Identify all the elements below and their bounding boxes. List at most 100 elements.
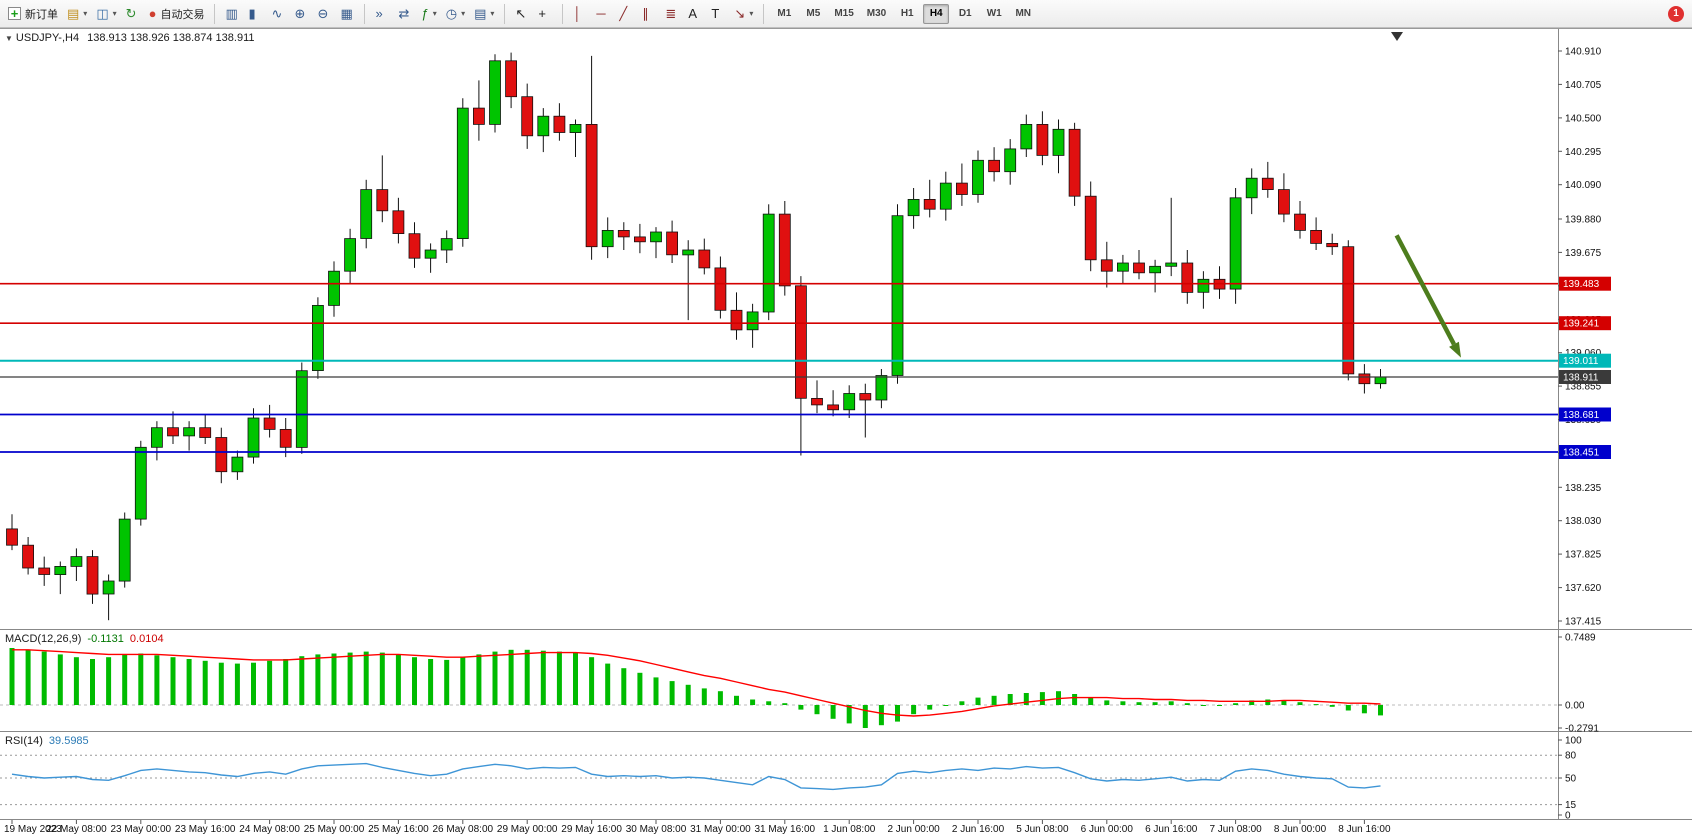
auto-scroll-button[interactable]: » — [371, 2, 393, 26]
macd-bar — [476, 654, 482, 705]
bar-chart-button[interactable]: ▥ — [221, 2, 243, 26]
timeframe-h4[interactable]: H4 — [923, 3, 950, 24]
bull-candle — [891, 215, 904, 376]
macd-bar — [1136, 702, 1142, 705]
macd-bar — [701, 688, 707, 705]
macd-bar — [862, 705, 868, 728]
macd-bar — [395, 654, 401, 705]
time-axis-label: 30 May 08:00 — [626, 824, 687, 835]
bull-candle — [134, 446, 147, 520]
timeframe-h1[interactable]: H1 — [894, 4, 920, 24]
bull-candle — [70, 556, 83, 567]
timeframe-m30[interactable]: M30 — [862, 4, 891, 24]
indicators-button[interactable]: ƒ ▾ — [417, 2, 440, 26]
price-badge-label: 139.011 — [1563, 356, 1599, 367]
crosshair-button[interactable]: + — [534, 2, 556, 26]
horizontal-line-button[interactable]: ─ — [592, 2, 614, 26]
trend-arrow-head[interactable] — [1449, 341, 1461, 358]
macd-bar — [1313, 704, 1319, 706]
macd-bar — [589, 657, 595, 705]
autotrading-button[interactable]: ● 自动交易 — [145, 2, 209, 26]
macd-bar — [734, 695, 739, 705]
channel-button[interactable]: ∥ — [638, 2, 660, 26]
price-badge-138.911 — [1559, 370, 1611, 384]
bear-candle — [1181, 262, 1194, 293]
bull-candle — [875, 375, 888, 401]
arrows-icon: ↘ — [734, 6, 746, 21]
price-axis-label: 138.030 — [1565, 516, 1602, 527]
macd-bar — [25, 649, 31, 705]
timeframe-w1[interactable]: W1 — [981, 4, 1007, 24]
price-axis-label: 140.295 — [1565, 147, 1602, 158]
chart-window[interactable]: 140.910 140.705 140.500 140.295 140.090 139.8… — [0, 28, 1692, 837]
macd-bar — [202, 660, 208, 705]
templates-button[interactable]: ▤ ▾ — [470, 2, 498, 26]
dropdown-arrow-icon: ▾ — [432, 9, 437, 18]
line-chart-button[interactable]: ∿ — [267, 2, 289, 26]
zoom-in-button[interactable]: ⊕ — [290, 2, 312, 26]
dropdown-arrow-icon: ▾ — [461, 9, 466, 18]
bull-candle — [1149, 265, 1161, 274]
timeframe-mn[interactable]: MN — [1010, 4, 1036, 24]
macd-bar — [637, 672, 643, 705]
text-button[interactable]: A — [684, 2, 706, 26]
macd-bar — [895, 705, 900, 722]
chart-shift-icon: ⇄ — [398, 6, 410, 21]
timeframe-m1[interactable]: M1 — [771, 4, 797, 24]
bear-candle — [714, 267, 727, 311]
macd-bar — [492, 651, 498, 705]
bear-candle — [730, 309, 743, 331]
macd-bar — [1265, 699, 1271, 705]
toolbar-separator — [504, 3, 506, 24]
tile-windows-icon: ▦ — [340, 6, 353, 21]
price-axis-label: 139.675 — [1565, 248, 1602, 259]
text-icon: A — [688, 6, 698, 21]
periods-button[interactable]: ◷ ▾ — [442, 2, 469, 26]
new-order-button[interactable]: + 新订单 — [4, 2, 62, 26]
timeframe-group: M1 M5 M15 M30 H1 H4 D1 W1 MN — [770, 3, 1037, 24]
candlestick-button[interactable]: ▮ — [244, 2, 266, 26]
macd-bar — [943, 705, 949, 706]
bear-candle — [778, 213, 791, 287]
macd-bar — [1072, 694, 1078, 705]
chart-shift-marker-icon[interactable] — [1391, 32, 1403, 41]
bear-candle — [811, 397, 823, 406]
arrows-button[interactable]: ↘ ▾ — [730, 2, 757, 26]
chart-canvas[interactable]: 140.910 140.705 140.500 140.295 140.090 139.8… — [0, 29, 1692, 837]
trend-arrow-shaft[interactable] — [1394, 234, 1456, 346]
tile-windows-button[interactable]: ▦ — [336, 2, 358, 26]
timeframe-m15[interactable]: M15 — [829, 4, 858, 24]
bar-chart-icon: ▥ — [225, 6, 238, 21]
macd-bar — [234, 663, 240, 705]
timeframe-m5[interactable]: M5 — [800, 4, 826, 24]
refresh-button[interactable]: ↻ — [122, 2, 144, 26]
macd-bar — [73, 657, 79, 705]
notification-badge[interactable]: 1 — [1668, 5, 1684, 22]
timeframe-d1[interactable]: D1 — [952, 4, 978, 24]
time-axis-label: 8 Jun 00:00 — [1274, 824, 1327, 835]
text-label-button[interactable]: T — [707, 2, 729, 26]
toolbar: + 新订单 ▤ ▾ ◫ ▾ ↻ ● 自动交易 ▥ ▮ ∿ ⊕ ⊖ ▦» ⇄ ƒ ▾ ◷ ▾ ▤ ▾ ↖ + │ ─ ╱ ∥ ≣ A T ↘ ▾ M… — [0, 0, 1692, 28]
macd-bar — [766, 701, 772, 705]
new-chart-button[interactable]: ▤ ▾ — [63, 2, 91, 26]
macd-bar — [283, 659, 289, 705]
bear-candle — [392, 210, 405, 235]
chart-shift-button[interactable]: ⇄ — [394, 2, 416, 26]
bear-candle — [1068, 128, 1081, 197]
cursor-button[interactable]: ↖ — [511, 2, 533, 26]
vertical-line-button[interactable]: │ — [569, 2, 591, 26]
price-badge-label: 139.241 — [1563, 319, 1600, 330]
zoom-out-button[interactable]: ⊖ — [313, 2, 335, 26]
profiles-button[interactable]: ◫ ▾ — [92, 2, 120, 26]
bull-candle — [1197, 278, 1210, 293]
bull-candle — [682, 249, 695, 256]
bear-candle — [38, 567, 51, 575]
macd-bar — [299, 656, 305, 705]
bear-candle — [505, 60, 518, 98]
macd-bar — [717, 691, 723, 705]
trendline-button[interactable]: ╱ — [615, 2, 637, 26]
fibonacci-button[interactable]: ≣ — [661, 2, 683, 26]
bear-candle — [553, 115, 566, 133]
bull-candle — [939, 182, 952, 210]
